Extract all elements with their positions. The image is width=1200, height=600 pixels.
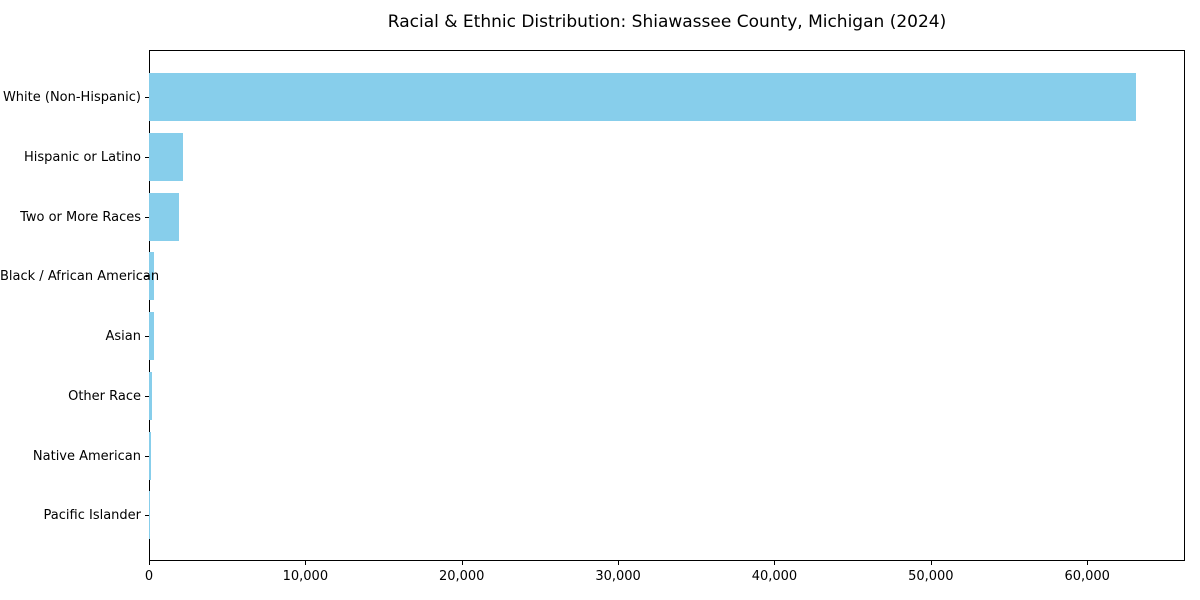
y-tick-label-native-american: Native American <box>32 448 141 464</box>
plot-area <box>149 50 1185 561</box>
x-tick-label-40000: 40,000 <box>751 569 798 584</box>
y-tick-hispanic-or-latino <box>145 156 149 158</box>
bar-two-or-more-races <box>149 192 180 241</box>
x-tick-10000 <box>305 561 307 565</box>
chart-title: Racial & Ethnic Distribution: Shiawassee… <box>387 12 947 32</box>
x-tick-label-10000: 10,000 <box>282 569 329 584</box>
y-tick-label-hispanic-or-latino: Hispanic or Latino <box>23 149 141 165</box>
y-tick-native-american <box>145 455 149 457</box>
y-tick-label-other-race: Other Race <box>68 388 141 404</box>
y-tick-white-non-hispanic <box>145 97 149 98</box>
x-tick-label-20000: 20,000 <box>438 569 485 584</box>
x-tick-label-30000: 30,000 <box>595 569 641 584</box>
x-tick-label-60000: 60,000 <box>1064 569 1110 584</box>
x-tick-40000 <box>774 561 776 565</box>
y-tick-other-race <box>145 395 149 397</box>
x-tick-50000 <box>930 561 932 565</box>
y-tick-label-two-or-more-races: Two or More Races <box>20 209 141 225</box>
x-tick-label-0: 0 <box>144 569 154 584</box>
bar-native-american <box>149 431 152 480</box>
bar-asian <box>149 312 154 360</box>
x-tick-30000 <box>618 561 620 565</box>
y-tick-pacific-islander <box>145 515 149 517</box>
y-tick-black-african-american <box>145 276 149 278</box>
bar-white-non-hispanic <box>149 73 1136 121</box>
bar-other-race <box>149 371 153 420</box>
y-tick-label-white-non-hispanic: White (Non-Hispanic) <box>2 90 141 105</box>
bar-hispanic-or-latino <box>149 132 183 181</box>
y-tick-label-pacific-islander: Pacific Islander <box>43 508 141 524</box>
y-tick-label-asian: Asian <box>105 329 141 344</box>
x-tick-label-50000: 50,000 <box>908 569 954 584</box>
y-tick-asian <box>145 336 149 337</box>
x-tick-60000 <box>1087 561 1089 565</box>
x-tick-20000 <box>461 561 463 565</box>
bar-black-african-american <box>149 252 154 301</box>
x-tick-0 <box>149 561 150 565</box>
y-tick-label-black-african-american: Black / African American <box>0 269 160 285</box>
y-tick-two-or-more-races <box>145 216 149 218</box>
